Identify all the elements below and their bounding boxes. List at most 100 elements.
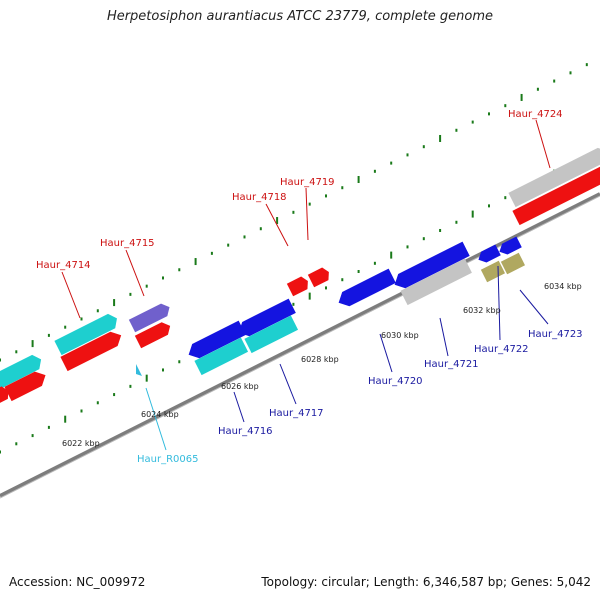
scale-minor-tick	[455, 220, 458, 224]
scale-minor-tick	[585, 63, 588, 67]
gene-feature-4717-cyan[interactable]	[244, 315, 299, 354]
scale-minor-tick	[162, 368, 164, 372]
scale-major-tick	[194, 258, 197, 266]
gene-feature-4721-grey[interactable]	[400, 258, 472, 306]
scale-minor-tick	[15, 442, 18, 446]
scale-minor-tick	[113, 393, 116, 397]
scale-minor-tick	[210, 251, 213, 255]
scale-minor-tick	[341, 186, 344, 190]
gene-feature-4723-olive[interactable]	[500, 252, 526, 275]
genome-summary: Topology: circular; Length: 6,346,587 bp…	[261, 575, 591, 589]
gene-label[interactable]: Haur_4719	[280, 177, 335, 188]
gene-feature-4717[interactable]	[235, 298, 296, 340]
gene-label[interactable]: Haur_4720	[368, 376, 423, 387]
gene-feature-4720[interactable]	[335, 268, 396, 310]
scale-major-tick	[308, 292, 311, 300]
gene-feature-left-red-1[interactable]	[4, 368, 49, 402]
gene-feature-4718[interactable]	[286, 275, 311, 297]
scale-minor-tick	[96, 401, 99, 405]
label-leaders	[61, 119, 551, 451]
gene-feature-4715[interactable]	[128, 301, 173, 333]
gene-feature-4716-cyan[interactable]	[194, 337, 249, 376]
forward-tick-row	[0, 63, 588, 362]
scale-minor-tick	[439, 228, 442, 232]
gene-feature-4723[interactable]	[497, 236, 522, 258]
scale-minor-tick	[422, 145, 425, 149]
gene-label[interactable]: Haur_4722	[474, 344, 529, 355]
scale-tick-label: 6032 kbp	[463, 306, 501, 315]
scale-minor-tick	[471, 120, 474, 124]
scale-minor-tick	[162, 276, 164, 280]
scale-minor-tick	[390, 161, 393, 165]
gene-feature-4724-red[interactable]	[512, 162, 600, 226]
scale-minor-tick	[96, 309, 99, 313]
scale-tick-label: 6026 kbp	[221, 382, 259, 391]
scale-minor-tick	[536, 87, 539, 91]
gene-feature-4716[interactable]	[185, 320, 246, 362]
scale-tick-label: 6030 kbp	[381, 331, 419, 340]
gene-feature-4722[interactable]	[476, 244, 501, 266]
gene-label[interactable]: Haur_4718	[232, 192, 287, 203]
gene-feature-4722-olive[interactable]	[480, 260, 506, 283]
scale-minor-tick	[308, 202, 311, 206]
scale-minor-tick	[504, 196, 507, 200]
gene-label[interactable]: Haur_4716	[218, 426, 273, 437]
gene-feature-4721[interactable]	[391, 241, 470, 292]
scale-minor-tick	[0, 358, 1, 362]
scale-labels: 6022 kbp 6024 kbp 6026 kbp 6028 kbp 6030…	[62, 282, 582, 448]
scale-minor-tick	[292, 210, 295, 214]
gene-feature-R0065[interactable]	[136, 364, 142, 376]
scale-major-tick	[439, 134, 442, 142]
scale-minor-tick	[243, 235, 246, 239]
scale-minor-tick	[129, 384, 132, 388]
scale-major-tick	[31, 340, 34, 348]
scale-minor-tick	[504, 104, 507, 108]
scale-minor-tick	[145, 284, 148, 288]
gene-feature-4714-red[interactable]	[60, 328, 124, 372]
scale-major-tick	[145, 374, 148, 382]
scale-minor-tick	[488, 204, 490, 208]
gene-label[interactable]: Haur_4724	[508, 109, 563, 120]
scale-minor-tick	[373, 169, 376, 173]
scale-minor-tick	[178, 360, 181, 364]
scale-minor-tick	[47, 425, 50, 429]
gene-feature-4724[interactable]	[508, 144, 600, 208]
gene-feature-4714-cyan[interactable]	[54, 311, 120, 356]
accession-label: Accession: NC_009972	[9, 575, 146, 589]
gene-label[interactable]: Haur_4717	[269, 408, 324, 419]
gene-label[interactable]: Haur_4721	[424, 359, 479, 370]
scale-minor-tick	[406, 153, 409, 157]
scale-minor-tick	[129, 292, 132, 296]
scale-tick-label: 6022 kbp	[62, 439, 100, 448]
scale-major-tick	[390, 251, 393, 259]
scale-minor-tick	[406, 245, 409, 249]
scale-minor-tick	[341, 278, 344, 282]
scale-major-tick	[276, 217, 279, 225]
scale-minor-tick	[64, 325, 67, 329]
scale-minor-tick	[292, 302, 295, 306]
gene-feature-left-red-2[interactable]	[0, 385, 11, 405]
scale-minor-tick	[488, 112, 490, 116]
scale-minor-tick	[422, 237, 425, 241]
gene-feature-4719[interactable]	[307, 266, 332, 288]
scale-minor-tick	[325, 194, 327, 198]
scale-minor-tick	[80, 409, 83, 413]
scale-minor-tick	[0, 450, 1, 454]
gene-label[interactable]: Haur_4714	[36, 260, 91, 271]
scale-minor-tick	[80, 317, 83, 321]
gene-feature-4715-red[interactable]	[134, 320, 173, 349]
scale-minor-tick	[15, 350, 18, 354]
gene-feature-left-cyan-1[interactable]	[0, 352, 45, 394]
scale-major-tick	[64, 415, 67, 423]
gene-labels: Haur_4714 Haur_4715 Haur_4718 Haur_4719 …	[36, 109, 583, 465]
reverse-track	[136, 236, 526, 376]
scale-minor-tick	[373, 261, 376, 265]
gene-label[interactable]: Haur_4723	[528, 329, 583, 340]
scale-minor-tick	[31, 434, 34, 438]
genome-axis	[0, 192, 600, 498]
gene-label[interactable]: Haur_4715	[100, 238, 155, 249]
forward-track	[0, 144, 600, 405]
gene-label[interactable]: Haur_R0065	[137, 454, 199, 465]
scale-minor-tick	[553, 79, 556, 83]
